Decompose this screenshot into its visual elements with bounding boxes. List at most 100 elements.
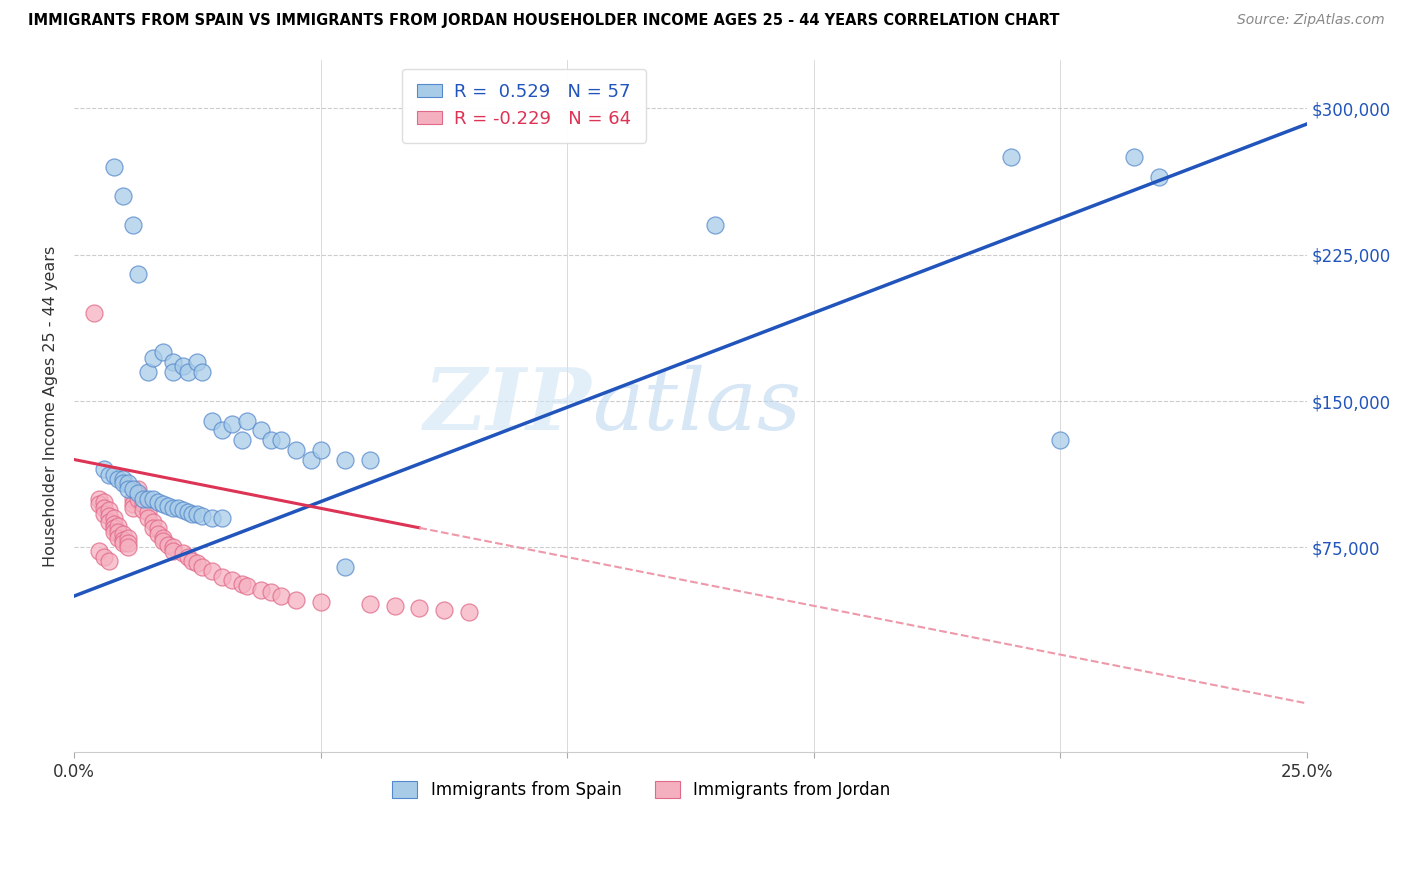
Point [172,546,194,560]
Point [146,495,169,509]
Point [142,351,165,365]
Point [117,475,139,490]
Point [146,521,169,535]
Point [1049,433,1071,447]
Point [156,500,179,514]
Point [122,501,145,516]
Point [93,501,115,516]
Point [142,491,165,506]
Y-axis label: Householder Income Ages 25 - 44 years: Householder Income Ages 25 - 44 years [44,245,58,566]
Point [260,433,283,447]
Point [87,544,110,558]
Point [122,491,145,506]
Point [285,593,308,607]
Point [235,579,257,593]
Point [359,452,381,467]
Point [156,538,179,552]
Point [83,306,105,320]
Point [250,583,273,598]
Point [127,488,149,502]
Point [335,452,357,467]
Text: ZIP: ZIP [425,364,592,448]
Text: atlas: atlas [592,365,801,447]
Point [107,472,129,486]
Point [186,556,208,570]
Point [117,482,139,496]
Point [260,585,283,599]
Point [107,519,129,533]
Point [103,516,125,531]
Point [359,597,381,611]
Point [309,442,332,457]
Point [457,605,479,619]
Point [250,423,273,437]
Point [136,365,159,379]
Point [162,544,184,558]
Point [103,521,125,535]
Point [107,531,129,545]
Point [1123,150,1146,164]
Point [181,554,204,568]
Point [335,559,357,574]
Point [103,468,125,483]
Point [384,599,406,613]
Point [93,495,115,509]
Point [191,509,214,524]
Point [112,526,135,541]
Point [172,359,194,373]
Point [142,515,165,529]
Point [127,491,149,506]
Point [103,160,125,174]
Point [201,564,224,578]
Point [186,355,208,369]
Point [112,475,135,490]
Point [93,462,115,476]
Point [117,531,139,545]
Point [117,536,139,550]
Point [142,521,165,535]
Point [97,509,120,524]
Point [162,365,184,379]
Point [231,433,253,447]
Point [221,417,243,432]
Point [97,503,120,517]
Point [146,526,169,541]
Point [112,533,135,547]
Point [132,503,155,517]
Point [152,531,174,545]
Point [186,507,208,521]
Point [132,497,155,511]
Point [408,600,430,615]
Point [112,536,135,550]
Point [211,569,233,583]
Point [176,550,198,565]
Point [162,541,184,555]
Point [127,485,149,500]
Point [1147,169,1170,184]
Point [87,491,110,506]
Point [136,491,159,506]
Point [201,511,224,525]
Point [117,541,139,555]
Point [309,595,332,609]
Point [231,577,253,591]
Point [152,497,174,511]
Point [166,501,188,516]
Point [191,365,214,379]
Point [176,505,198,519]
Point [136,505,159,519]
Point [87,497,110,511]
Point [136,511,159,525]
Point [191,559,214,574]
Point [103,511,125,525]
Point [704,219,727,233]
Legend: Immigrants from Spain, Immigrants from Jordan: Immigrants from Spain, Immigrants from J… [385,774,897,806]
Text: Source: ZipAtlas.com: Source: ZipAtlas.com [1237,13,1385,28]
Point [127,482,149,496]
Point [132,491,155,506]
Point [162,355,184,369]
Point [122,219,145,233]
Point [211,511,233,525]
Text: IMMIGRANTS FROM SPAIN VS IMMIGRANTS FROM JORDAN HOUSEHOLDER INCOME AGES 25 - 44 : IMMIGRANTS FROM SPAIN VS IMMIGRANTS FROM… [28,13,1060,29]
Point [285,442,308,457]
